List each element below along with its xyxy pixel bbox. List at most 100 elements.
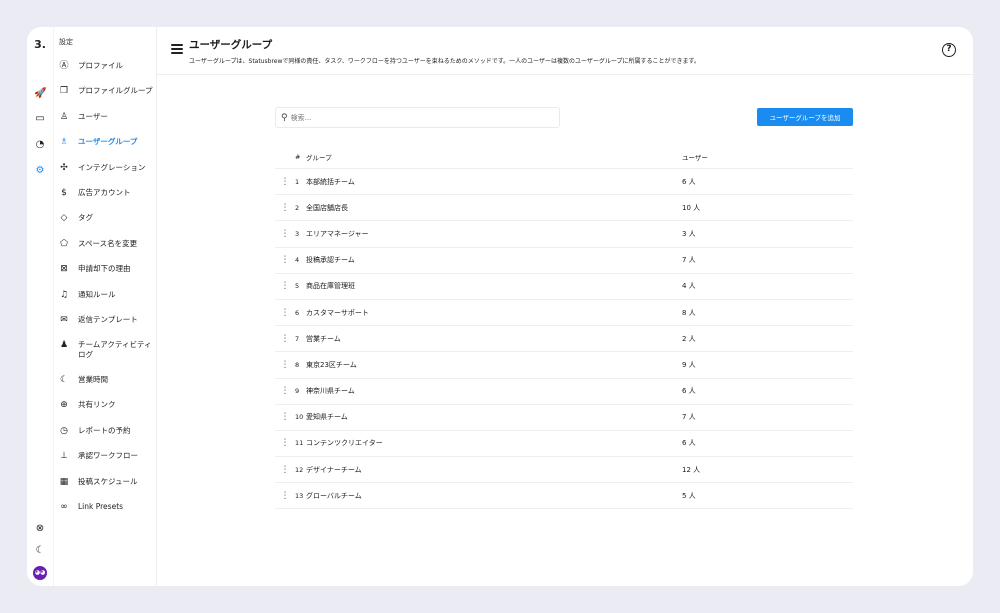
more-options-icon[interactable]: ⋮ xyxy=(280,438,290,449)
group-name[interactable]: 愛知県チーム xyxy=(306,413,348,422)
user-group-table: # グループ ユーザー ⋮ 1 本部統括チーム 6 人 ⋮ 2 全国店舗店長 10 人 ⋮ 3 エリ… xyxy=(275,145,853,510)
more-options-icon[interactable]: ⋮ xyxy=(280,359,290,370)
more-options-icon[interactable]: ⋮ xyxy=(280,386,290,397)
analytics-icon[interactable]: ◔ xyxy=(35,139,45,150)
sidebar-item[interactable]: ✣ インテグレーション xyxy=(58,162,156,174)
group-name[interactable]: グローバルチーム xyxy=(306,491,362,500)
group-name[interactable]: デザイナーチーム xyxy=(306,465,362,474)
sidebar-item-label: 共有リンク xyxy=(78,400,116,410)
sidebar-item-label: プロファイル xyxy=(78,61,123,70)
group-name[interactable]: カスタマーサポート xyxy=(306,308,369,317)
row-number: 8 xyxy=(295,360,300,369)
sidebar-item[interactable]: ☾ 営業時間 xyxy=(58,374,156,386)
header-users[interactable]: ユーザー xyxy=(682,153,708,162)
reject-icon: ⊠ xyxy=(60,264,68,275)
moon-clock-icon: ☾ xyxy=(59,374,69,385)
sidebar-item[interactable]: ◷ レポートの予約 xyxy=(58,425,156,437)
more-options-icon[interactable]: ⋮ xyxy=(280,490,290,501)
row-number: 2 xyxy=(295,203,300,212)
search-box[interactable]: ⚲ xyxy=(275,107,560,128)
row-number: 7 xyxy=(295,334,300,343)
more-options-icon[interactable]: ⋮ xyxy=(280,412,290,423)
user-count: 5 人 xyxy=(682,491,696,500)
group-name[interactable]: エリアマネージャー xyxy=(306,229,369,238)
page-description: ユーザーグループは、Statusbrewで同様の責任、タスク、ワークフローを持つ… xyxy=(189,58,700,65)
user-icon: ♙ xyxy=(59,111,69,122)
user-count: 8 人 xyxy=(682,308,696,317)
more-options-icon[interactable]: ⋮ xyxy=(280,333,290,344)
row-number: 13 xyxy=(295,491,304,500)
more-options-icon[interactable]: ⋮ xyxy=(280,176,290,187)
sidebar-item[interactable]: ✉ 返信テンプレート xyxy=(58,314,156,326)
sidebar-item[interactable]: $ 広告アカウント xyxy=(58,187,156,199)
settings-sidebar: 設定 Ⓐ プロファイル ❐ プロファイルグループ ♙ ユーザー ♗ ユーザーグループ ✣ インテグ… xyxy=(53,27,157,586)
app-window: 3. 🚀 ▭ ◔ ⚙ ⊗ ☾ ◕◕ 設定 Ⓐ プロファイル ❐ プロファイルグループ ♙… xyxy=(27,27,973,586)
table-row[interactable]: ⋮ 4 投稿承認チーム 7 人 xyxy=(275,248,853,274)
table-row[interactable]: ⋮ 8 東京23区チーム 9 人 xyxy=(275,352,853,379)
table-row[interactable]: ⋮ 6 カスタマーサポート 8 人 xyxy=(275,300,853,327)
help-circle-icon[interactable]: ⊗ xyxy=(35,523,45,534)
table-header: # グループ ユーザー xyxy=(275,145,853,169)
group-name[interactable]: 神奈川県チーム xyxy=(306,387,355,396)
more-options-icon[interactable]: ⋮ xyxy=(280,464,290,475)
settings-icon[interactable]: ⚙ xyxy=(35,165,45,176)
group-name[interactable]: コンテンツクリエイター xyxy=(306,439,383,448)
add-user-group-button[interactable]: ユーザーグループを追加 xyxy=(757,108,853,126)
more-options-icon[interactable]: ⋮ xyxy=(280,307,290,318)
sidebar-item[interactable]: ♗ ユーザーグループ xyxy=(58,136,156,148)
header-group[interactable]: グループ xyxy=(306,153,332,162)
group-name[interactable]: 本部統括チーム xyxy=(306,177,355,186)
table-row[interactable]: ⋮ 12 デザイナーチーム 12 人 xyxy=(275,457,853,484)
user-count: 7 人 xyxy=(682,256,696,265)
table-row[interactable]: ⋮ 1 本部統括チーム 6 人 xyxy=(275,169,853,196)
sidebar-item[interactable]: ⊕ 共有リンク xyxy=(58,399,156,411)
sidebar-item[interactable]: ♫ 通知ルール xyxy=(58,289,156,301)
logo[interactable]: 3. xyxy=(34,38,46,51)
avatar[interactable]: ◕◕ xyxy=(33,566,47,580)
table-row[interactable]: ⋮ 13 グローバルチーム 5 人 xyxy=(275,483,853,510)
table-row[interactable]: ⋮ 3 エリアマネージャー 3 人 xyxy=(275,221,853,248)
group-name[interactable]: 全国店舗店長 xyxy=(306,203,348,212)
user-count: 3 人 xyxy=(682,229,696,238)
sidebar-item[interactable]: Ⓐ プロファイル xyxy=(58,60,156,72)
user-count: 10 人 xyxy=(682,203,701,212)
template-icon: ✉ xyxy=(60,315,68,325)
search-input[interactable] xyxy=(290,113,541,122)
sidebar-item[interactable]: ⊥ 承認ワークフロー xyxy=(58,450,156,462)
sidebar-heading: 設定 xyxy=(59,38,73,46)
sidebar-item[interactable]: ♟ チームアクティビティログ xyxy=(58,339,156,360)
sidebar-item[interactable]: ⬠ スペース名を変更 xyxy=(58,238,156,250)
sidebar-item[interactable]: ◇ タグ xyxy=(58,212,156,224)
page-title: ユーザーグループ xyxy=(189,39,273,51)
table-row[interactable]: ⋮ 11 コンテンツクリエイター 6 人 xyxy=(275,431,853,458)
table-row[interactable]: ⋮ 10 愛知県チーム 7 人 xyxy=(275,405,853,431)
more-options-icon[interactable]: ⋮ xyxy=(280,202,290,213)
group-name[interactable]: 東京23区チーム xyxy=(306,360,357,369)
more-options-icon[interactable]: ⋮ xyxy=(280,255,290,266)
sidebar-item[interactable]: ⊠ 申請却下の理由 xyxy=(58,263,156,275)
table-row[interactable]: ⋮ 5 商品在庫管理班 4 人 xyxy=(275,274,853,300)
moon-icon[interactable]: ☾ xyxy=(35,545,45,556)
table-row[interactable]: ⋮ 2 全国店舗店長 10 人 xyxy=(275,195,853,222)
table-row[interactable]: ⋮ 9 神奈川県チーム 6 人 xyxy=(275,379,853,405)
sidebar-item[interactable]: ♙ ユーザー xyxy=(58,111,156,123)
rocket-icon[interactable]: 🚀 xyxy=(34,88,47,99)
inbox-icon[interactable]: ▭ xyxy=(35,113,45,124)
sidebar-item[interactable]: ∞ Link Presets xyxy=(58,501,156,513)
tag-icon: ◇ xyxy=(60,213,68,224)
sidebar-item-label: レポートの予約 xyxy=(78,425,131,435)
sidebar-item[interactable]: ▦ 投稿スケジュール xyxy=(58,476,156,488)
sidebar-item-label: プロファイルグループ xyxy=(78,86,153,96)
group-name[interactable]: 営業チーム xyxy=(306,334,341,343)
more-options-icon[interactable]: ⋮ xyxy=(280,281,290,292)
group-name[interactable]: 商品在庫管理班 xyxy=(306,282,355,291)
more-options-icon[interactable]: ⋮ xyxy=(280,228,290,239)
search-icon: ⚲ xyxy=(281,112,288,123)
menu-icon[interactable] xyxy=(171,44,183,56)
sidebar-item[interactable]: ❐ プロファイルグループ xyxy=(58,85,156,97)
table-row[interactable]: ⋮ 7 営業チーム 2 人 xyxy=(275,326,853,353)
help-icon[interactable]: ? xyxy=(942,43,956,57)
user-count: 12 人 xyxy=(682,465,701,474)
group-name[interactable]: 投稿承認チーム xyxy=(306,256,355,265)
row-number: 3 xyxy=(295,229,300,238)
